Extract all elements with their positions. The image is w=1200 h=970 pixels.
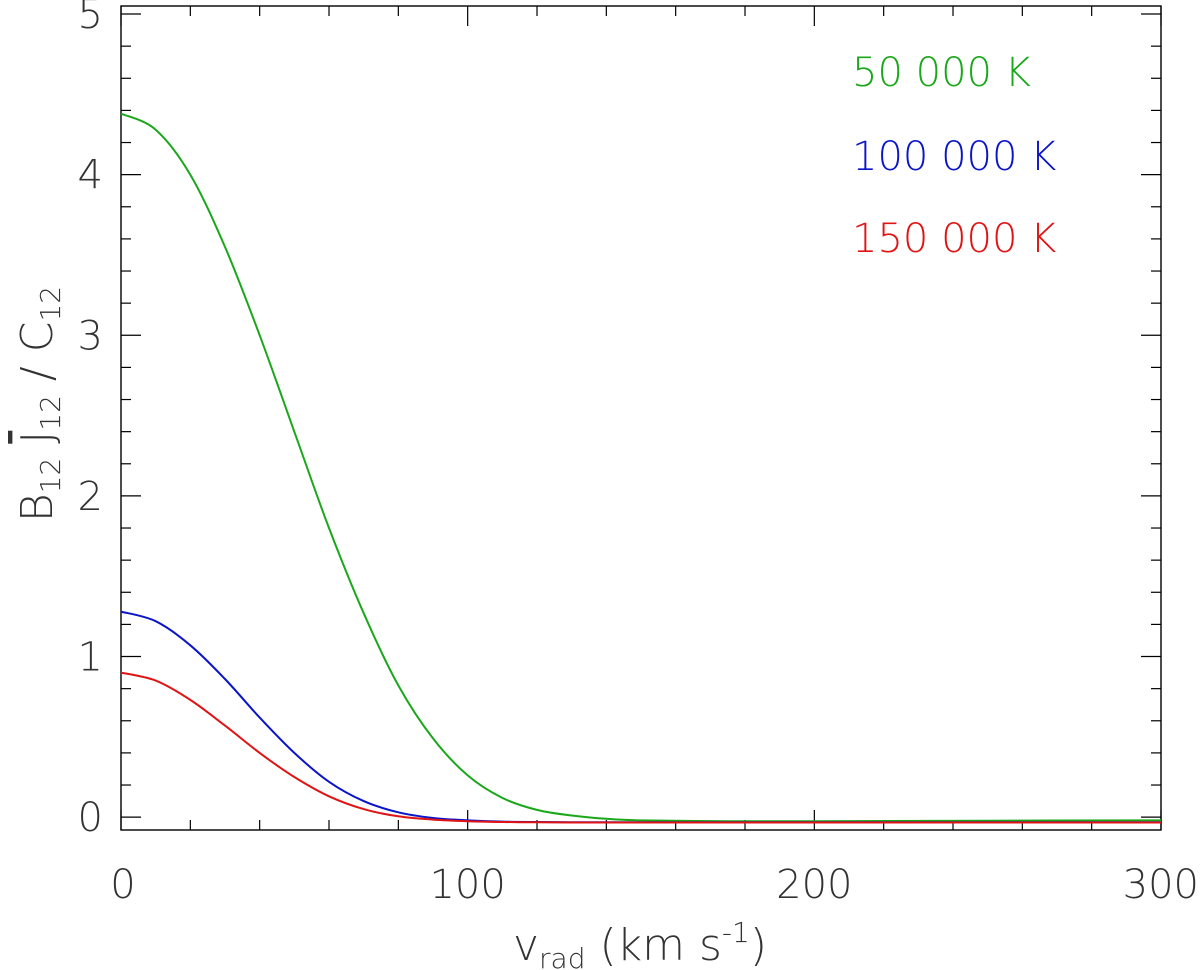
y-tick-labels: 0 1 2 3 4 5 [78,0,103,841]
series-line [120,671,1161,824]
x-axis-label: vrad (km s-1) [513,916,767,970]
y-tick-label: 0 [78,795,103,841]
x-tick-label: 300 [1123,862,1199,908]
y-tick-label: 5 [78,0,103,38]
series-line [120,112,1162,823]
legend-entry: 50 000 K [852,50,1031,96]
y-tick-label: 2 [78,474,103,520]
y-axis-spacer [12,444,63,458]
series-lines [120,112,1162,824]
y-axis-c: C [12,322,63,353]
series-line [120,610,1161,824]
y-tick-label: 1 [78,635,103,681]
x-axis-superscript: -1 [722,916,750,949]
x-axis-subscript: rad [539,942,585,970]
axis-ticks [120,6,1162,830]
legend: 50 000 K 100 000 K 150 000 K [852,50,1056,262]
x-tick-label: 200 [776,862,852,908]
x-axis-symbol: v [513,920,539,970]
x-axis-unit-close: ) [750,920,767,970]
x-axis-unit-open: (km s [586,920,722,970]
x-tick-label: 100 [429,862,505,908]
x-tick-labels: 0 100 200 300 [110,862,1199,908]
plot-frame [120,5,1162,831]
legend-entry: 150 000 K [852,216,1056,262]
y-axis-j-subscript: 12 [34,395,67,431]
y-axis-label: B12 J12 / C12 [12,244,71,592]
y-axis-j: J [12,431,63,444]
y-axis-b: B [12,493,63,522]
y-tick-label: 3 [78,313,103,359]
legend-entry: 100 000 K [852,134,1056,180]
y-axis-c-subscript: 12 [34,286,67,322]
x-tick-label: 0 [110,862,135,908]
y-axis-slash: / [12,352,63,395]
y-axis-b-subscript: 12 [34,458,67,494]
y-tick-label: 4 [78,153,103,199]
